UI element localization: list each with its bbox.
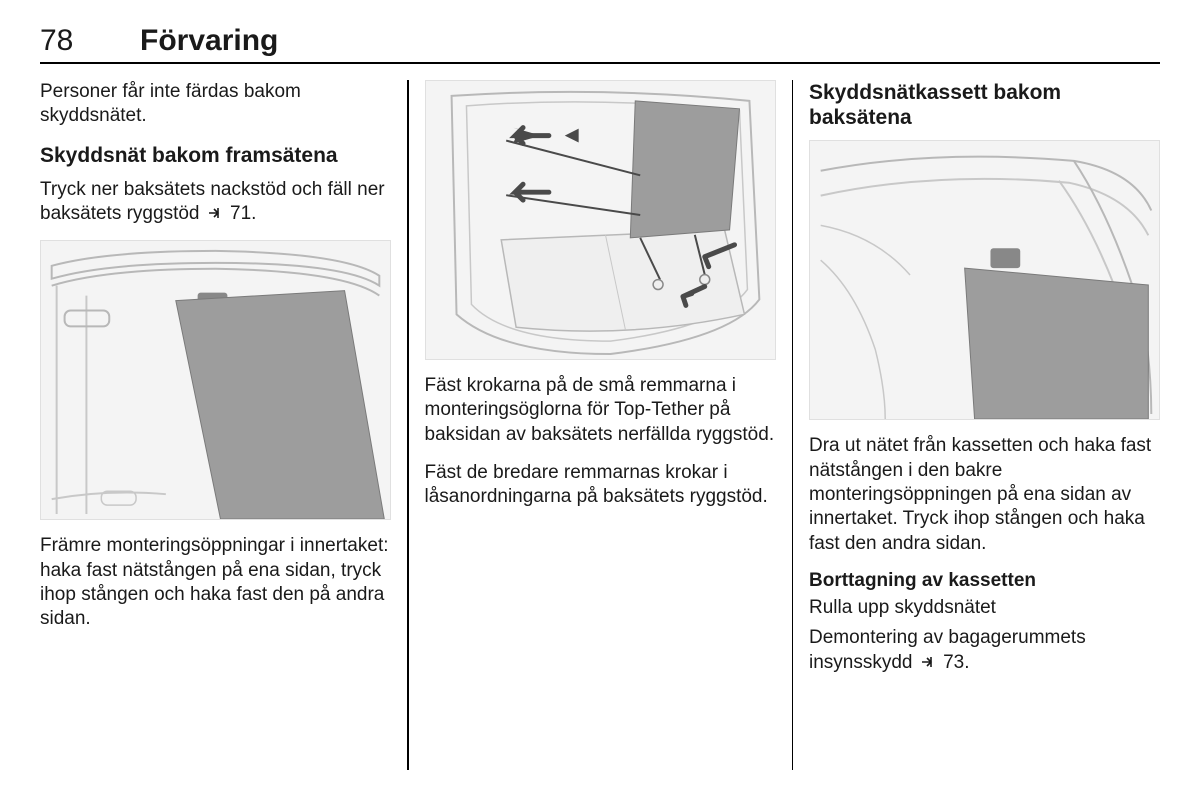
column-1: Personer får inte färdas bakom skyddsnät… (40, 80, 407, 770)
col3-subheading: Borttagning av kassetten (809, 570, 1160, 592)
col3-p3-ref: 73. (943, 652, 969, 673)
col3-heading: Skyddsnätkassett bakom baksätena (809, 80, 1160, 130)
col3-p3: Demontering av bagagerummets insynsskydd… (809, 626, 1160, 675)
figure-2 (425, 80, 776, 360)
column-2: Fäst krokarna på de små remmarna i monte… (409, 80, 792, 770)
page-header: 78 Förvaring (40, 24, 1160, 64)
figure-1 (40, 240, 391, 520)
page-number: 78 (40, 24, 140, 58)
col1-heading: Skyddsnät bakom framsätena (40, 143, 391, 168)
col3-p2: Rulla upp skyddsnätet (809, 596, 1160, 620)
col1-p1: Tryck ner baksätets nackstöd och fäll ne… (40, 178, 391, 227)
manual-page: 78 Förvaring Personer får inte färdas ba… (0, 0, 1200, 802)
reference-icon (207, 205, 223, 221)
section-title: Förvaring (140, 24, 278, 58)
col1-p1-ref: 71. (230, 203, 256, 224)
reference-icon (920, 654, 936, 670)
col2-p1: Fäst krokarna på de små remmarna i monte… (425, 374, 776, 447)
content-columns: Personer får inte färdas bakom skyddsnät… (40, 80, 1160, 770)
figure-3 (809, 140, 1160, 420)
column-3: Skyddsnätkassett bakom baksätena (793, 80, 1160, 770)
col2-p2: Fäst de bredare remmarnas krokar i låsan… (425, 461, 776, 510)
col1-p2: Främre monteringsöppningar i innertaket:… (40, 534, 391, 631)
intro-text: Personer får inte färdas bakom skyddsnät… (40, 80, 391, 129)
col3-p1: Dra ut nätet från kassetten och haka fas… (809, 434, 1160, 556)
